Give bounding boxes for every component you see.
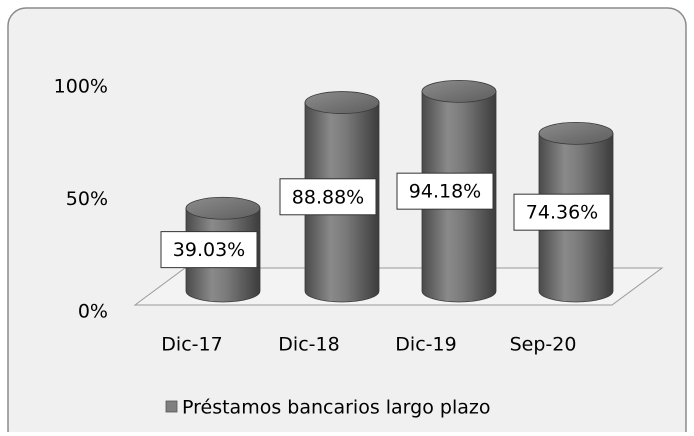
- cylinder-top: [538, 121, 614, 145]
- data-label: 94.18%: [409, 181, 481, 203]
- cylinder-top: [304, 91, 380, 114]
- x-tick-label: Sep-20: [510, 334, 577, 356]
- legend-swatch: [165, 400, 178, 413]
- cylinder-top: [421, 79, 497, 103]
- cylinder-top: [185, 196, 261, 220]
- data-label: 39.03%: [173, 239, 245, 261]
- x-tick-label: Dic-18: [278, 334, 339, 356]
- data-label-box: [396, 172, 494, 210]
- y-tick-label: 50%: [66, 188, 108, 210]
- floor: [133, 267, 664, 306]
- y-tick-label: 100%: [54, 76, 108, 98]
- data-label-box: [160, 231, 258, 269]
- data-label-box: [279, 178, 377, 216]
- x-tick-label: Dic-17: [161, 334, 222, 356]
- data-label: 74.36%: [526, 202, 598, 224]
- x-tick-label: Dic-19: [395, 334, 456, 356]
- data-label-box: [513, 193, 611, 231]
- legend-label: Préstamos bancarios largo plazo: [182, 397, 490, 419]
- data-label: 88.88%: [292, 186, 364, 208]
- y-tick-label: 0%: [78, 301, 108, 323]
